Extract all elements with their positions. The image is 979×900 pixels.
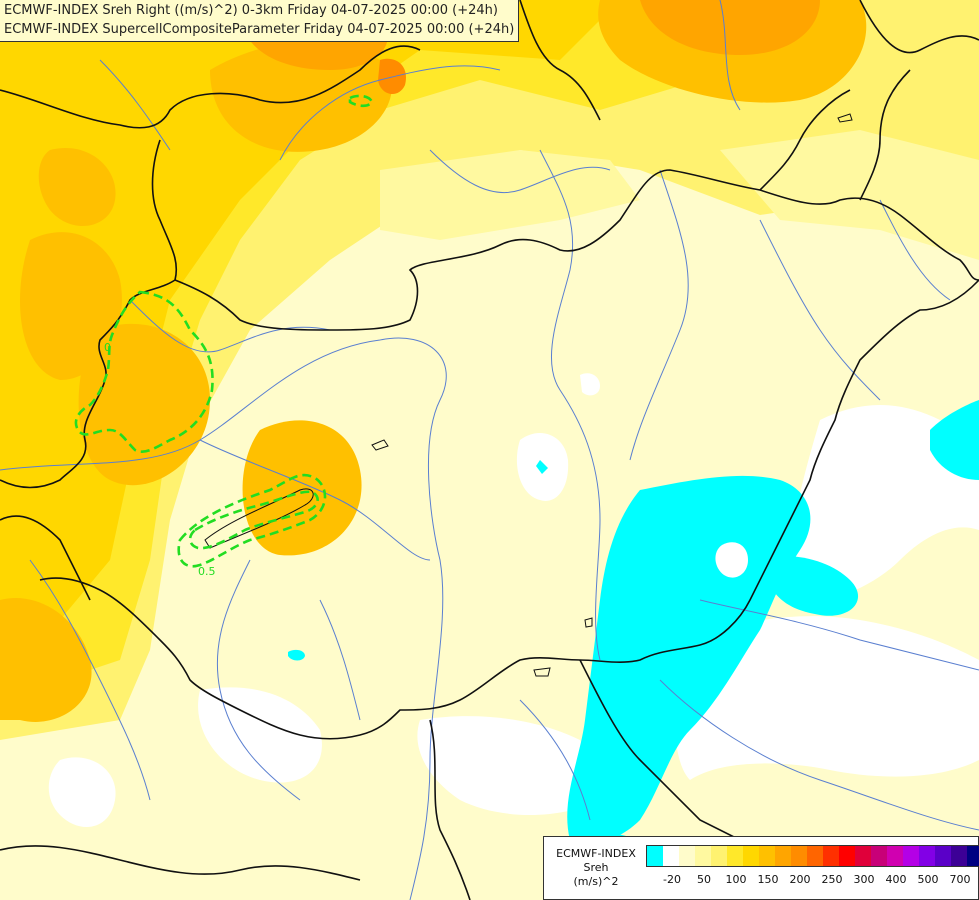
legend-swatch <box>743 846 759 866</box>
legend-swatch <box>887 846 903 866</box>
map-title: ECMWF-INDEX Sreh Right ((m/s)^2) 0-3km F… <box>0 0 520 42</box>
legend-swatch <box>967 846 979 866</box>
legend-swatch <box>855 846 871 866</box>
legend-swatch <box>695 846 711 866</box>
legend-tick-label: -20 <box>663 873 681 886</box>
legend-ticks: -20 50 100 150 200 250 300 400 500 700 <box>646 873 976 887</box>
title-line-1: ECMWF-INDEX Sreh Right ((m/s)^2) 0-3km F… <box>4 3 498 18</box>
legend-swatches <box>646 845 979 867</box>
lakes <box>204 113 853 677</box>
legend-tick-label: 200 <box>789 873 811 886</box>
legend-tick-label: 50 <box>697 873 711 886</box>
legend-title-line-1: ECMWF-INDEX <box>556 847 636 860</box>
contour-label-05: 0.5 <box>198 565 216 578</box>
legend-swatch <box>823 846 839 866</box>
legend-swatch <box>807 846 823 866</box>
legend-tick-label: 500 <box>917 873 939 886</box>
scp-contour-labels: 0 0.5 <box>104 341 216 578</box>
legend-title-line-3: (m/s)^2 <box>573 875 619 888</box>
legend-swatch <box>903 846 919 866</box>
legend-title-line-2: Sreh <box>583 861 609 874</box>
legend-swatch <box>839 846 855 866</box>
contour-label-0: 0 <box>104 341 111 354</box>
legend-swatch <box>791 846 807 866</box>
legend-swatch <box>679 846 695 866</box>
legend-tick-label: 400 <box>885 873 907 886</box>
legend-swatch <box>935 846 951 866</box>
legend-tick-label: 150 <box>757 873 779 886</box>
legend-tick-label: 100 <box>725 873 747 886</box>
title-line-2: ECMWF-INDEX SupercellCompositeParameter … <box>4 22 515 37</box>
legend-title: ECMWF-INDEX Sreh (m/s)^2 <box>548 847 644 889</box>
legend-tick-label: 300 <box>853 873 875 886</box>
scp-contours <box>74 94 374 568</box>
legend-swatch <box>871 846 887 866</box>
legend-swatch <box>663 846 679 866</box>
legend-swatch <box>647 846 663 866</box>
legend-swatch <box>775 846 791 866</box>
legend-swatch <box>711 846 727 866</box>
legend-swatch <box>759 846 775 866</box>
legend-swatch <box>951 846 967 866</box>
legend-tick-label: 700 <box>949 873 971 886</box>
color-legend: ECMWF-INDEX Sreh (m/s)^2 -20 50 100 150 200 2… <box>543 836 979 900</box>
legend-tick-label: 250 <box>821 873 843 886</box>
legend-swatch <box>727 846 743 866</box>
legend-swatch <box>919 846 935 866</box>
